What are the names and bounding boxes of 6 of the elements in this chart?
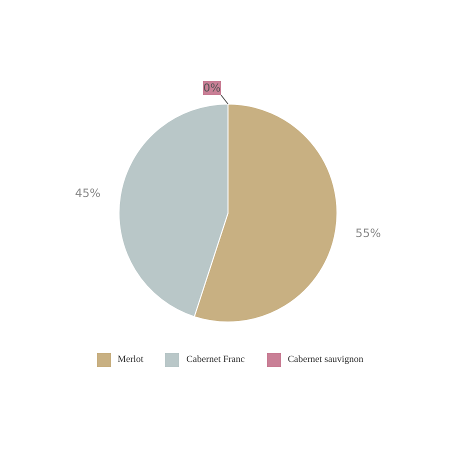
legend-label: Merlot <box>118 355 144 365</box>
text: 0% <box>203 82 221 94</box>
data-label: 55% <box>355 226 382 240</box>
legend-label: Cabernet Franc <box>186 355 245 365</box>
legend-label: Cabernet sauvignon <box>288 355 364 365</box>
data-label: 45% <box>75 186 101 200</box>
